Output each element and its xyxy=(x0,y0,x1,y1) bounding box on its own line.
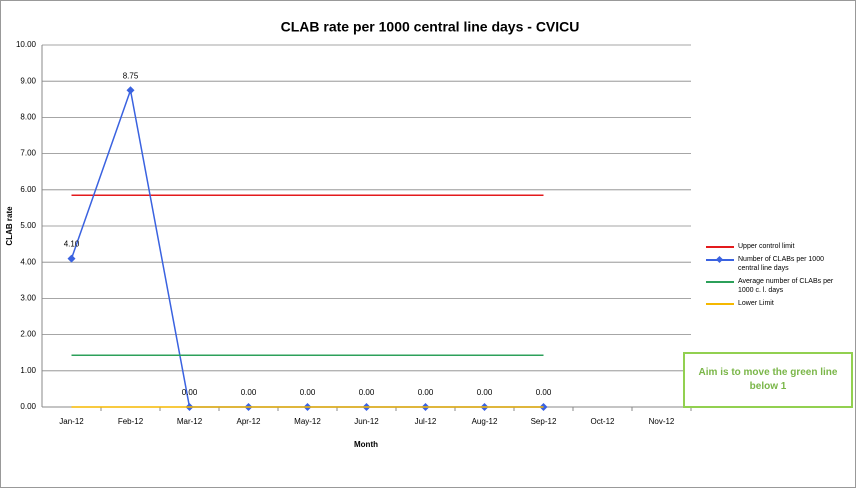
x-tick-label: Oct-12 xyxy=(590,417,615,426)
legend: Upper control limit Number of CLABs per 1… xyxy=(706,242,846,312)
y-tick-label: 1.00 xyxy=(20,366,36,375)
y-tick-label: 8.00 xyxy=(20,113,36,122)
legend-label: Average number of CLABs per 1000 c. l. d… xyxy=(738,278,834,294)
legend-item: Number of CLABs per 1000 central line da… xyxy=(706,255,846,273)
x-tick-label: Mar-12 xyxy=(177,417,203,426)
legend-label: Upper control limit xyxy=(738,243,795,250)
y-tick-label: 10.00 xyxy=(16,40,37,49)
y-tick-label: 2.00 xyxy=(20,330,36,339)
y-tick-label: 5.00 xyxy=(20,221,36,230)
data-label: 0.00 xyxy=(300,388,316,397)
data-label: 0.00 xyxy=(359,388,375,397)
y-tick-label: 4.00 xyxy=(20,257,36,266)
y-tick-label: 0.00 xyxy=(20,402,36,411)
y-tick-label: 7.00 xyxy=(20,149,36,158)
data-label: 4.10 xyxy=(64,240,80,249)
legend-swatch xyxy=(706,303,734,305)
x-tick-label: Sep-12 xyxy=(531,417,557,426)
data-label: 0.00 xyxy=(182,388,198,397)
legend-swatch xyxy=(706,281,734,283)
legend-swatch xyxy=(706,246,734,248)
y-axis-title: CLAB rate xyxy=(5,206,14,246)
legend-label: Lower Limit xyxy=(738,300,774,307)
chart-title: CLAB rate per 1000 central line days - C… xyxy=(281,19,580,35)
data-point xyxy=(126,86,135,95)
x-tick-label: Jan-12 xyxy=(59,417,84,426)
legend-item: Average number of CLABs per 1000 c. l. d… xyxy=(706,277,846,295)
legend-label: Number of CLABs per 1000 central line da… xyxy=(738,256,824,272)
legend-swatch xyxy=(706,255,734,264)
y-tick-label: 6.00 xyxy=(20,185,36,194)
x-tick-label: Jun-12 xyxy=(354,417,379,426)
data-point xyxy=(67,254,76,263)
y-tick-label: 3.00 xyxy=(20,294,36,303)
legend-item: Upper control limit xyxy=(706,242,846,251)
data-label: 0.00 xyxy=(477,388,493,397)
annotation: Aim is to move the green line below 1 xyxy=(683,352,853,408)
data-label: 0.00 xyxy=(241,388,257,397)
x-tick-label: Jul-12 xyxy=(415,417,437,426)
y-tick-label: 9.00 xyxy=(20,76,36,85)
x-tick-label: Nov-12 xyxy=(649,417,675,426)
data-label: 8.75 xyxy=(123,71,139,80)
x-tick-label: May-12 xyxy=(294,417,321,426)
x-tick-label: Aug-12 xyxy=(472,417,498,426)
x-axis-title: Month xyxy=(354,440,378,449)
data-label: 0.00 xyxy=(418,388,434,397)
x-tick-label: Apr-12 xyxy=(236,417,261,426)
legend-item: Lower Limit xyxy=(706,299,846,308)
x-tick-label: Feb-12 xyxy=(118,417,144,426)
data-label: 0.00 xyxy=(536,388,552,397)
